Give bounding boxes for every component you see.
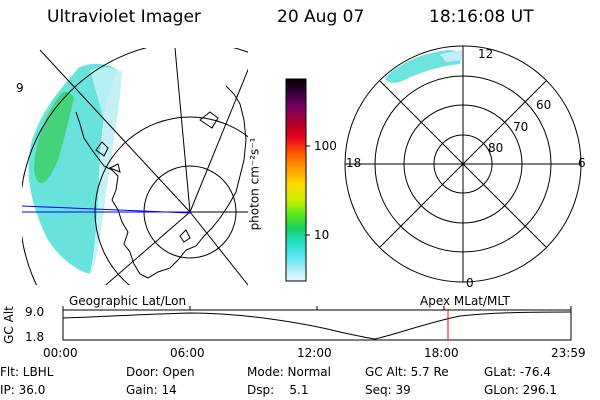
altitude-plot (62, 306, 572, 341)
alt-tick-1-8: 1.8 (25, 330, 45, 344)
info-ip: IP: 36.0 (0, 383, 46, 397)
coastline (75, 85, 247, 279)
colorbar-unit-label: photon cm⁻²s⁻¹ (247, 137, 262, 231)
time-tick-1800: 18:00 (424, 346, 459, 360)
mlt-label-18: 18 (346, 156, 362, 170)
gc-alt-axis-label: GC Alt (1, 306, 16, 344)
mlat-label-60: 60 (536, 98, 552, 112)
time-label: 18:16:08 UT (429, 7, 534, 27)
aurora-fade-geo (90, 67, 122, 272)
info-mode: Mode: Normal (247, 365, 331, 379)
info-glon: GLon: 296.1 (484, 383, 557, 397)
instrument-title: Ultraviolet Imager (47, 7, 201, 27)
mlt-label-12: 12 (478, 47, 494, 61)
mlat-label-70: 70 (513, 120, 529, 134)
info-seq: Seq: 39 (365, 383, 411, 397)
info-gain: Gain: 14 (126, 383, 177, 397)
time-tick-0600: 06:00 (170, 346, 205, 360)
colorbar-tick-100: 100 (314, 139, 337, 153)
time-tick-1200: 12:00 (297, 346, 332, 360)
info-flt: Flt: LBHL (0, 365, 54, 379)
mlt-label-0: 0 (466, 276, 474, 290)
altitude-curve (62, 311, 572, 340)
polar-plot-label: Apex MLat/MLT (420, 294, 510, 308)
mlat-label-80: 80 (488, 141, 504, 155)
mlt-label-6: 6 (578, 156, 586, 170)
colorbar-tick-10: 10 (314, 228, 330, 242)
date-label: 20 Aug 07 (277, 7, 365, 27)
colorbar (285, 78, 307, 282)
time-tick-2359: 23:59 (551, 346, 586, 360)
aurora-bright-geo (34, 91, 74, 184)
polar-plot (344, 45, 582, 283)
geographic-map (22, 48, 248, 285)
aurora-emission-polar (385, 50, 462, 83)
info-door: Door: Open (126, 365, 195, 379)
geo-map-label: Geographic Lat/Lon (69, 294, 187, 308)
info-glat: GLat: -76.4 (484, 365, 551, 379)
alt-tick-9: 9.0 (25, 305, 45, 319)
info-dsp: Dsp: 5.1 (247, 383, 309, 397)
info-gc-alt: GC Alt: 5.7 Re (365, 365, 449, 379)
time-tick-0000: 00:00 (43, 346, 78, 360)
geo-edge-label: 9 (16, 81, 24, 95)
